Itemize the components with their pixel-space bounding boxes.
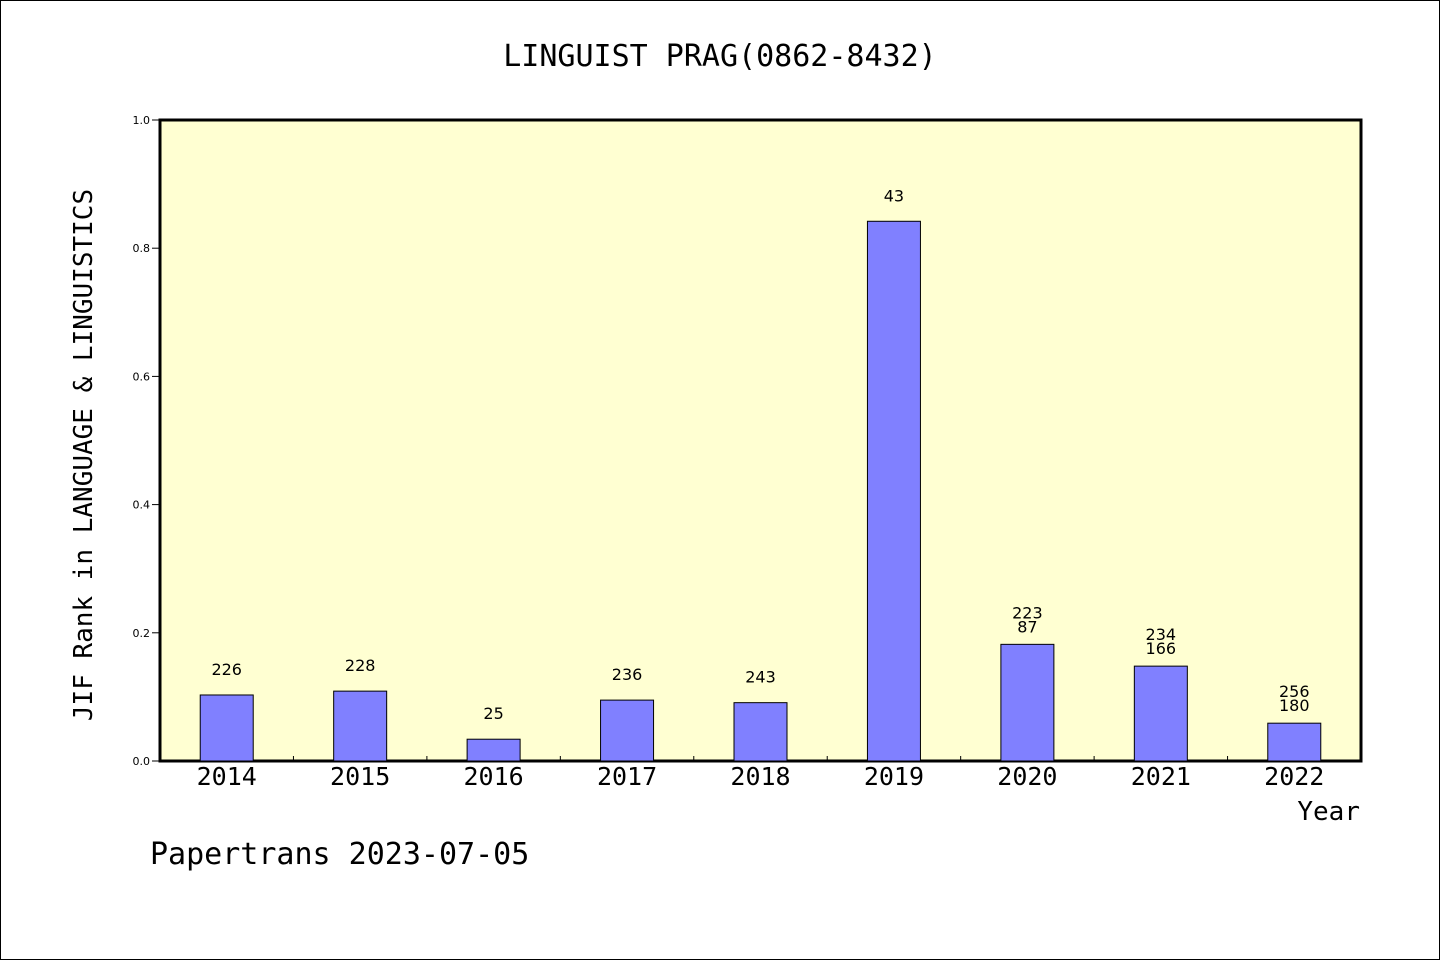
bar-value-label: 25 — [483, 704, 503, 723]
y-tick-label: 0.4 — [133, 499, 151, 512]
chart-title: LINGUIST PRAG(0862-8432) — [503, 39, 936, 74]
x-tick-label: 2017 — [597, 762, 657, 791]
bar-2016 — [466, 738, 521, 762]
bar-value-label: 228 — [345, 656, 376, 675]
bar-value-label: 223 — [1012, 603, 1043, 622]
footer-credit: Papertrans 2023-07-05 — [150, 837, 529, 872]
x-tick-label: 2014 — [197, 762, 257, 791]
bar-value-label: 43 — [884, 186, 904, 205]
y-tick-label: 0.6 — [133, 370, 151, 383]
bar-value-label: 234 — [1146, 625, 1177, 644]
x-axis: 2014 2015 2016 2017 2018 2019 2020 2021 2022 — [197, 756, 1324, 791]
bar-value-label: 226 — [211, 660, 242, 679]
x-tick-label: 2018 — [730, 762, 790, 791]
bar-value-label: 256 — [1279, 682, 1310, 701]
bar-2018 — [733, 702, 788, 762]
x-tick-label: 2021 — [1131, 762, 1191, 791]
x-tick-label: 2019 — [864, 762, 924, 791]
y-tick-label: 0.2 — [133, 627, 151, 640]
y-tick-label: 0.8 — [133, 242, 151, 255]
bar-value-label: 180 — [1279, 696, 1310, 715]
bar-2020 — [1000, 643, 1055, 762]
x-tick-label: 2015 — [330, 762, 390, 791]
bar-value-label: 166 — [1146, 639, 1177, 658]
plot-area — [158, 118, 1363, 763]
bar-2017 — [600, 699, 655, 762]
x-tick-label: 2020 — [997, 762, 1057, 791]
y-axis-label: JIF Rank in LANGUAGE & LINGUISTICS — [69, 189, 99, 721]
x-tick-label: 2022 — [1264, 762, 1324, 791]
bar-2022 — [1267, 722, 1322, 762]
bar-2014 — [199, 694, 254, 762]
bar-value-label: 87 — [1017, 617, 1037, 636]
y-tick-label: 1.0 — [133, 114, 151, 127]
bar-2019 — [866, 220, 921, 762]
x-tick-label: 2016 — [464, 762, 524, 791]
bars-group — [199, 220, 1322, 762]
x-axis-label: Year — [1297, 797, 1360, 827]
bar-2021 — [1133, 665, 1188, 762]
bar-2015 — [333, 690, 388, 762]
y-axis: 0.0 0.2 0.4 0.6 0.8 1.0 — [133, 114, 160, 768]
y-tick-label: 0.0 — [133, 755, 151, 768]
bar-value-label: 236 — [612, 665, 643, 684]
bar-value-label: 243 — [745, 668, 776, 687]
